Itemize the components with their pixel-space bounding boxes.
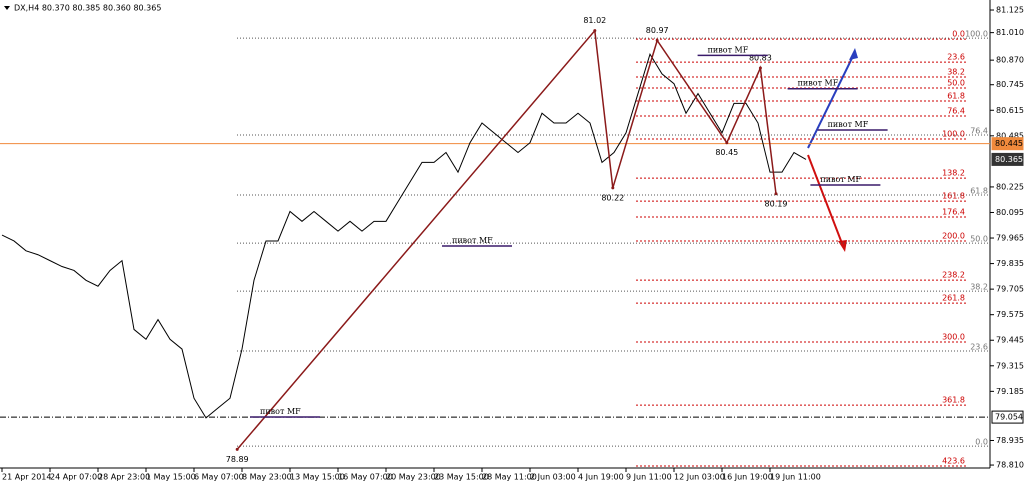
pivot-point: [774, 192, 778, 196]
fib-red-label: 176.4: [942, 207, 965, 216]
pivot-mf-label: пивот MF: [452, 236, 493, 245]
x-tick-label: 21 Apr 2014: [2, 473, 51, 482]
y-tick-label: 80.485: [996, 131, 1024, 140]
fib-red-label: 261.8: [942, 294, 965, 303]
fib-red-label: 300.0: [942, 333, 965, 342]
pivot-label: 78.89: [226, 455, 249, 464]
pivot-mf-label: пивот MF: [798, 79, 839, 88]
fib-red-label: 50.0: [947, 79, 965, 88]
y-tick-label: 81.010: [996, 28, 1024, 37]
fib-gray-label: 76.4: [970, 127, 988, 136]
x-tick-label: 24 Apr 07:00: [50, 473, 102, 482]
pivot-point: [655, 38, 659, 42]
fib-red-label: 100.0: [942, 129, 965, 138]
x-tick-label: 20 May 23:00: [386, 473, 441, 482]
fib-gray-label: 50.0: [970, 235, 988, 244]
y-tick-label: 79.965: [996, 234, 1024, 243]
fib-red-label: 23.6: [947, 53, 965, 62]
fib-red-label: 423.6: [942, 457, 965, 466]
price-box-label: 79.054: [995, 413, 1023, 422]
y-tick-label: 78.810: [996, 461, 1024, 470]
x-tick-label: 28 Apr 23:00: [98, 473, 150, 482]
pivot-point: [593, 29, 597, 33]
x-tick-label: 1 May 15:00: [146, 473, 196, 482]
pivot-point: [611, 186, 615, 190]
x-tick-label: 4 Jun 19:00: [578, 473, 624, 482]
price-line: [1, 53, 807, 419]
x-tick-label: 12 Jun 03:00: [674, 473, 725, 482]
x-tick-label: 28 May 11:00: [482, 473, 537, 482]
x-tick-label: 2 Jun 03:00: [530, 473, 576, 482]
x-tick-label: 6 May 07:00: [194, 473, 244, 482]
fib-red-label: 61.8: [947, 92, 965, 101]
pivot-label: 80.45: [715, 148, 738, 157]
fib-gray-label: 38.2: [970, 283, 988, 292]
pivot-label: 80.83: [749, 54, 772, 63]
fib-red-label: 361.8: [942, 396, 965, 405]
x-tick-label: 8 May 23:00: [242, 473, 292, 482]
x-tick-label: 9 Jun 11:00: [626, 473, 672, 482]
fib-red-label: 38.2: [947, 68, 965, 77]
fib-red-label: 76.4: [947, 106, 965, 115]
y-tick-label: 79.835: [996, 259, 1024, 268]
fib-gray-label: 100.0: [965, 30, 988, 39]
pivot-label: 81.02: [583, 16, 606, 25]
fib-gray-label: 23.6: [970, 343, 988, 352]
header: DX,H4 80.370 80.385 80.360 80.365: [14, 4, 161, 13]
price-box: [991, 410, 1024, 424]
y-tick-label: 78.935: [996, 436, 1024, 445]
fib-red-label: 200.0: [942, 231, 965, 240]
y-tick-label: 79.185: [996, 387, 1024, 396]
pivot-mf-label: пивот MF: [260, 407, 301, 416]
y-tick-label: 80.745: [996, 80, 1024, 89]
fib-red-label: 138.2: [942, 169, 965, 178]
fib-red-label: 238.2: [942, 271, 965, 280]
fib-red-label: 161.8: [942, 192, 965, 201]
pivot-mf-label: пивот MF: [828, 120, 869, 129]
pivot-label: 80.22: [601, 193, 624, 202]
x-tick-label: 16 Jun 19:00: [722, 473, 773, 482]
price-box: [991, 152, 1024, 166]
y-tick-label: 80.870: [996, 56, 1024, 65]
x-tick-label: 16 May 07:00: [338, 473, 393, 482]
price-box: [991, 137, 1024, 151]
y-tick-label: 81.125: [996, 6, 1024, 15]
y-tick-label: 80.225: [996, 182, 1024, 191]
pivot-label: 80.19: [765, 199, 788, 208]
y-tick-label: 80.615: [996, 106, 1024, 115]
x-tick-label: 13 May 15:00: [290, 473, 345, 482]
y-tick-label: 79.705: [996, 285, 1024, 294]
price-box-label: 80.365: [995, 155, 1023, 164]
pivot-point: [725, 141, 729, 145]
y-tick-label: 80.095: [996, 208, 1024, 217]
pivot-mf-label: пивот MF: [708, 45, 749, 54]
fib-gray-label: 0.0: [975, 438, 988, 447]
pivot-mf-label: пивот MF: [820, 175, 861, 184]
price-box-label: 80.445: [995, 139, 1023, 148]
pivot-point: [758, 66, 762, 70]
fib-gray-label: 61.8: [970, 186, 988, 195]
y-tick-label: 79.315: [996, 361, 1024, 370]
down-arrow: [807, 154, 844, 247]
x-tick-label: 23 May 15:00: [434, 473, 489, 482]
pivot-label: 80.97: [646, 26, 669, 35]
up-arrow: [807, 51, 856, 149]
pivot-point: [235, 447, 239, 451]
x-tick-label: 19 Jun 11:00: [770, 473, 821, 482]
up-arrow-head: [849, 48, 858, 60]
y-tick-label: 79.445: [996, 336, 1024, 345]
menu-triangle[interactable]: [4, 6, 10, 10]
y-tick-label: 79.575: [996, 310, 1024, 319]
fib-red-label: 0.0: [952, 30, 965, 39]
